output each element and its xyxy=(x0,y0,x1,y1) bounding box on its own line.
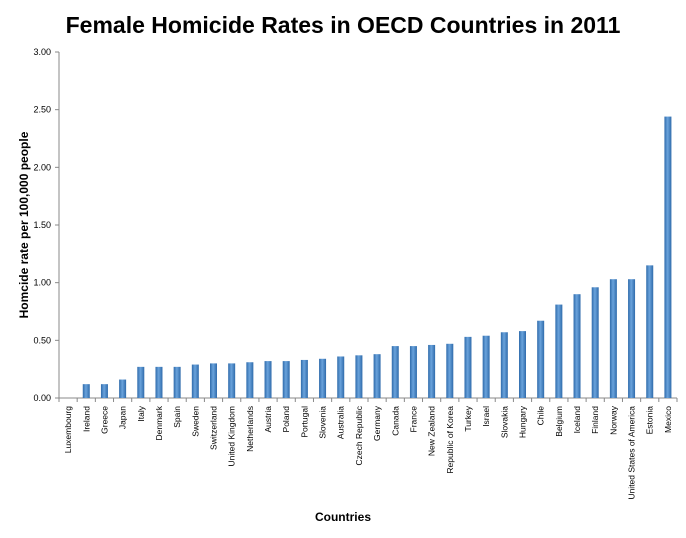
x-tick-label: Denmark xyxy=(154,405,164,440)
bar xyxy=(100,384,108,398)
x-tick-label: Slovenia xyxy=(318,406,328,439)
bar xyxy=(119,379,127,398)
bar xyxy=(210,363,217,398)
x-tick-label: Luxembourg xyxy=(63,406,73,454)
bar xyxy=(246,362,254,398)
x-tick-label: Switzerland xyxy=(209,406,219,450)
y-tick-label: 1.50 xyxy=(33,220,51,230)
bar xyxy=(282,361,290,398)
bar xyxy=(137,366,145,398)
bar xyxy=(628,279,636,398)
x-tick-label: Hungary xyxy=(518,405,528,438)
x-tick-label: Belgium xyxy=(554,406,564,437)
bar xyxy=(409,346,417,398)
y-tick-label: 1.00 xyxy=(33,278,51,288)
bar xyxy=(428,344,436,398)
x-tick-label: Finland xyxy=(590,406,600,434)
y-tick-label: 0.00 xyxy=(33,393,51,403)
bar xyxy=(446,343,454,398)
x-tick-label: Greece xyxy=(99,406,109,434)
bar xyxy=(591,287,599,398)
bar xyxy=(337,356,345,398)
x-tick-label: Italy xyxy=(136,405,146,421)
bar xyxy=(519,331,526,398)
x-tick-label: Austria xyxy=(263,406,273,433)
x-tick-label: Portugal xyxy=(299,406,309,438)
bar xyxy=(482,335,490,398)
x-tick-label: Norway xyxy=(608,405,618,435)
x-tick-label: Netherlands xyxy=(245,406,255,452)
bar xyxy=(173,366,181,398)
bar xyxy=(319,358,327,398)
y-tick-label: 2.50 xyxy=(33,105,51,115)
bar xyxy=(537,320,545,398)
bar xyxy=(82,384,90,398)
x-tick-label: Slovakia xyxy=(499,406,509,438)
x-tick-label: Republic of Korea xyxy=(445,406,455,474)
bar xyxy=(355,355,363,398)
bar xyxy=(573,294,581,398)
x-tick-label: United Kingdom xyxy=(227,406,237,466)
x-tick-label: Australia xyxy=(336,406,346,439)
y-tick-label: 0.50 xyxy=(33,335,51,345)
x-tick-label: Canada xyxy=(390,406,400,436)
y-tick-label: 2.00 xyxy=(33,162,51,172)
x-tick-label: Israel xyxy=(481,406,491,427)
x-tick-label: Germany xyxy=(372,405,382,441)
bar xyxy=(609,279,617,398)
x-tick-label: Spain xyxy=(172,406,182,428)
y-tick-label: 3.00 xyxy=(33,47,51,57)
x-tick-label: Czech Republic xyxy=(354,405,364,465)
x-tick-label: Turkey xyxy=(463,405,473,431)
x-tick-label: Japan xyxy=(118,406,128,429)
x-tick-label: Sweden xyxy=(190,406,200,437)
x-tick-label: Estonia xyxy=(645,406,655,435)
x-tick-label: Poland xyxy=(281,406,291,433)
x-tick-label: Chile xyxy=(536,406,546,426)
x-tick-label: Mexico xyxy=(663,406,673,433)
x-tick-label: France xyxy=(408,406,418,433)
x-tick-label: Iceland xyxy=(572,406,582,434)
bar xyxy=(228,363,236,398)
bar xyxy=(664,116,672,398)
bar xyxy=(373,354,381,398)
x-tick-label: Ireland xyxy=(81,406,91,432)
bar xyxy=(391,346,399,398)
x-axis-label: Countries xyxy=(314,510,371,524)
x-tick-label: United States of America xyxy=(627,406,637,500)
bar xyxy=(646,265,654,398)
bar xyxy=(555,304,563,398)
bar xyxy=(191,364,199,398)
bar xyxy=(264,361,272,398)
chart-title: Female Homicide Rates in OECD Countries … xyxy=(65,12,621,38)
bar xyxy=(155,366,163,398)
bar xyxy=(464,336,472,398)
bar xyxy=(500,332,508,398)
bar xyxy=(300,359,308,398)
x-tick-label: New Zealand xyxy=(427,406,437,456)
